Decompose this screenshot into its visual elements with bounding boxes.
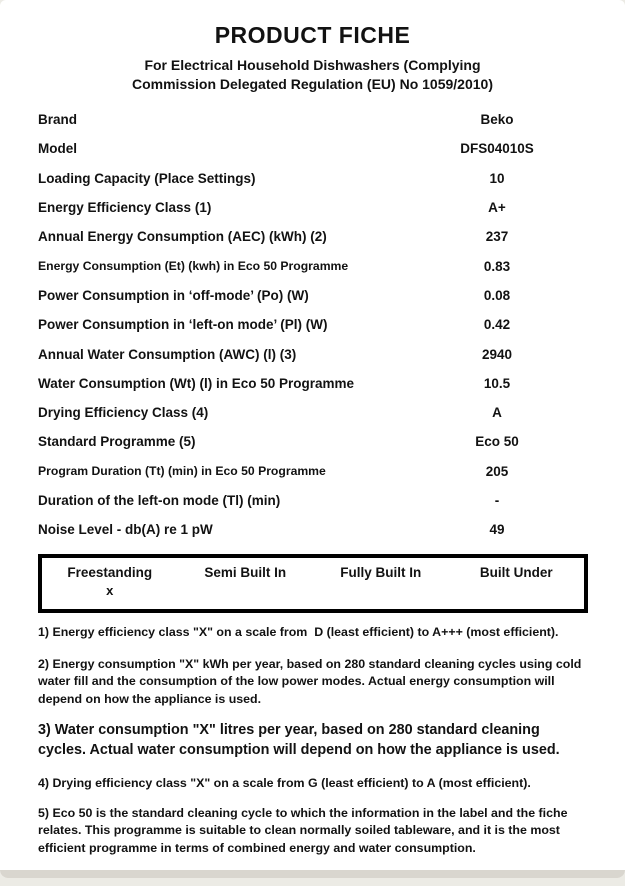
installation-type-headers: Freestanding Semi Built In Fully Built I… (42, 565, 584, 580)
spec-value: 0.08 (483, 287, 511, 303)
spec-row-power-off-mode: Power Consumption in ‘off-mode’ (Po) (W)… (0, 281, 625, 310)
spec-label: Annual Water Consumption (AWC) (l) (3) (38, 346, 297, 362)
spec-value: DFS04010S (460, 141, 534, 157)
footnote-1: 1) Energy efficiency class "X" on a scal… (38, 625, 559, 640)
spec-value: 237 (485, 229, 509, 245)
spec-row-annual-energy: Annual Energy Consumption (AEC) (kWh) (2… (0, 222, 625, 251)
mark-fully-built-in (313, 583, 449, 598)
spec-label: Program Duration (Tt) (min) in Eco 50 Pr… (38, 464, 326, 479)
spec-label: Annual Energy Consumption (AEC) (kWh) (2… (38, 229, 327, 245)
spec-value: A (492, 405, 502, 421)
spec-label: Water Consumption (Wt) (l) in Eco 50 Pro… (38, 375, 355, 391)
footnote-4: 4) Drying efficiency class "X" on a scal… (38, 776, 531, 791)
spec-label: Loading Capacity (Place Settings) (38, 170, 256, 186)
spec-value: 0.42 (483, 317, 511, 333)
spec-label: Brand (38, 112, 78, 128)
spec-label: Power Consumption in ‘left-on mode’ (Pl)… (38, 317, 328, 333)
header-freestanding: Freestanding (67, 565, 153, 581)
spec-row-energy-eco50: Energy Consumption (Et) (kwh) in Eco 50 … (0, 251, 625, 280)
header-built-under: Built Under (479, 565, 553, 581)
spec-row-program-duration: Program Duration (Tt) (min) in Eco 50 Pr… (0, 457, 625, 486)
page-subtitle-line1: For Electrical Household Dishwashers (Co… (144, 57, 481, 73)
footnote-2: 2) Energy consumption "X" kWh per year, … (38, 656, 585, 706)
page-bottom-edge (0, 870, 625, 878)
spec-label: Power Consumption in ‘off-mode’ (Po) (W) (38, 287, 309, 303)
spec-row-energy-class: Energy Efficiency Class (1) A+ (0, 193, 625, 222)
spec-value: 0.83 (483, 258, 511, 274)
mark-semi-built-in (178, 583, 314, 598)
spec-label: Drying Efficiency Class (4) (38, 405, 209, 421)
spec-label: Model (38, 141, 77, 157)
page-subtitle-line2: Commission Delegated Regulation (EU) No … (132, 76, 493, 92)
mark-freestanding: x (106, 583, 114, 599)
installation-type-table: Freestanding Semi Built In Fully Built I… (38, 554, 588, 614)
mark-built-under (449, 583, 585, 598)
installation-type-marks: x (42, 583, 584, 598)
spec-row-noise-level: Noise Level - db(A) re 1 pW 49 (0, 515, 625, 544)
spec-value: 49 (489, 522, 505, 538)
header-fully-built-in: Fully Built In (340, 565, 422, 581)
spec-row-brand: Brand Beko (0, 105, 625, 134)
spec-label: Standard Programme (5) (38, 434, 196, 450)
spec-row-left-on-duration: Duration of the left-on mode (Tl) (min) … (0, 486, 625, 515)
spec-value: 205 (485, 463, 509, 479)
spec-value: 10.5 (483, 375, 511, 391)
spec-value: Eco 50 (475, 434, 519, 450)
spec-value: - (494, 493, 500, 508)
header-semi-built-in: Semi Built In (204, 565, 287, 581)
page-title: PRODUCT FICHE (214, 22, 411, 48)
spec-row-model: Model DFS04010S (0, 134, 625, 163)
spec-row-power-left-on: Power Consumption in ‘left-on mode’ (Pl)… (0, 310, 625, 339)
spec-value: 10 (489, 170, 505, 186)
spec-row-loading-capacity: Loading Capacity (Place Settings) 10 (0, 164, 625, 193)
footnotes: 1) Energy efficiency class "X" on a scal… (0, 624, 625, 857)
footnote-3: 3) Water consumption "X" litres per year… (38, 722, 560, 758)
footnote-5: 5) Eco 50 is the standard cleaning cycle… (38, 805, 571, 855)
spec-row-drying-class: Drying Efficiency Class (4) A (0, 398, 625, 427)
spec-row-standard-programme: Standard Programme (5) Eco 50 (0, 427, 625, 456)
page-subtitle: For Electrical Household Dishwashers (Co… (0, 56, 625, 94)
spec-label: Energy Consumption (Et) (kwh) in Eco 50 … (38, 259, 349, 274)
spec-value: A+ (488, 200, 506, 216)
spec-label: Energy Efficiency Class (1) (38, 200, 212, 216)
spec-table: Brand Beko Model DFS04010S Loading Capac… (0, 105, 625, 544)
spec-value: 2940 (481, 346, 513, 362)
spec-value: Beko (480, 112, 514, 128)
spec-row-water-eco50: Water Consumption (Wt) (l) in Eco 50 Pro… (0, 369, 625, 398)
spec-label: Noise Level - db(A) re 1 pW (38, 522, 213, 538)
spec-label: Duration of the left-on mode (Tl) (min) (38, 493, 281, 508)
spec-row-annual-water: Annual Water Consumption (AWC) (l) (3) 2… (0, 339, 625, 368)
